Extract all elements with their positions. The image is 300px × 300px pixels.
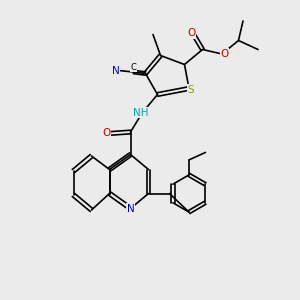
Text: O: O — [220, 49, 229, 59]
Text: NH: NH — [133, 107, 149, 118]
Text: O: O — [102, 128, 111, 139]
Text: N: N — [112, 65, 119, 76]
Text: C: C — [130, 63, 136, 72]
Text: O: O — [187, 28, 195, 38]
Text: S: S — [187, 85, 194, 95]
Text: N: N — [127, 203, 134, 214]
